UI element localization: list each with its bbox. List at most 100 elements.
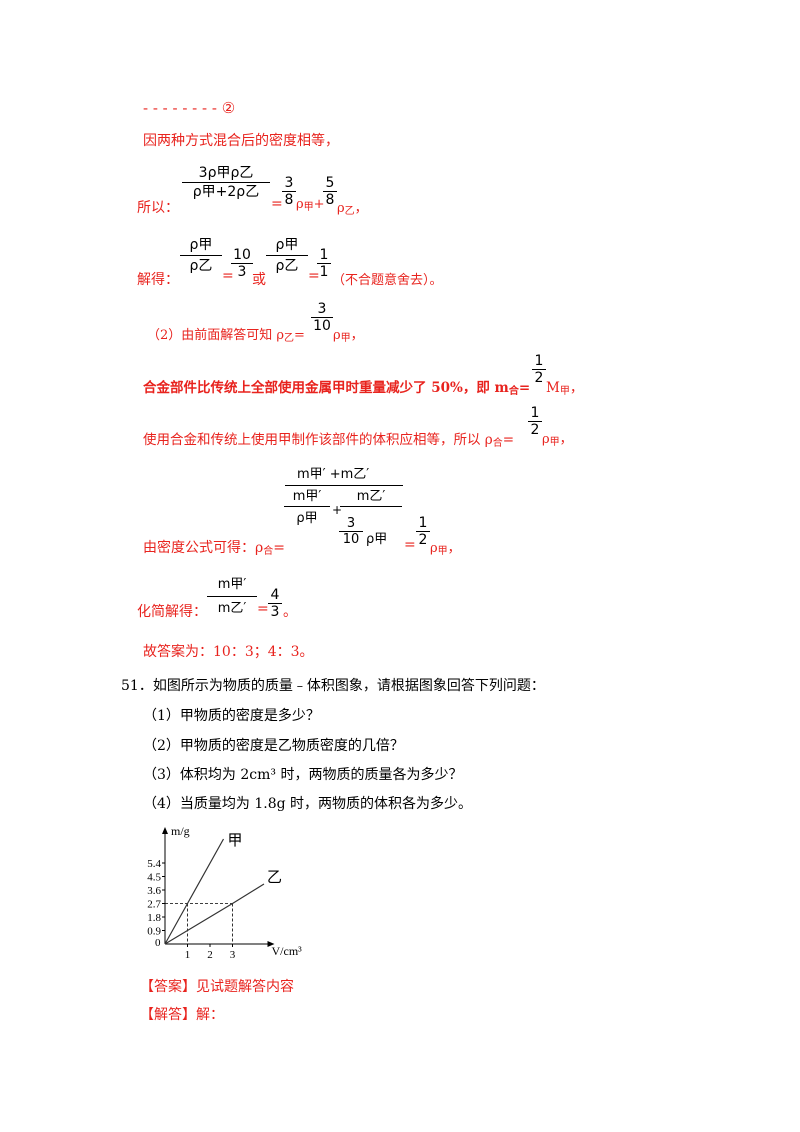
comma: ， bbox=[354, 201, 368, 216]
analysis-line: 【解答】解： bbox=[140, 1004, 224, 1024]
fraction-numerator: 1 bbox=[319, 247, 329, 263]
answer-text: 见试题解答内容 bbox=[196, 979, 294, 995]
fraction-denominator: 3 bbox=[270, 604, 280, 620]
fraction-numerator: 1 bbox=[534, 353, 544, 369]
fraction-numerator: m甲′ bbox=[217, 577, 247, 592]
fraction-denominator: ρ甲 bbox=[296, 511, 318, 526]
fraction-denominator: ρ乙 bbox=[189, 258, 213, 274]
equals-sign: = bbox=[308, 268, 320, 284]
fraction-denominator: m乙′ bbox=[217, 601, 247, 616]
fraction-numerator: 3 bbox=[284, 175, 294, 191]
fraction-five-eighths: 5 8 bbox=[323, 176, 337, 207]
rho-subscript: 合 bbox=[492, 438, 503, 449]
rho-subscript: 甲 bbox=[340, 333, 351, 344]
series-jia-line bbox=[164, 838, 225, 945]
rho-subscript: 甲 bbox=[437, 546, 448, 557]
rejected-note: （不合题意舍去）。 bbox=[332, 273, 443, 288]
alloy-sentence: 合金部件比传统上全部使用金属甲时重量减少了 50%，即 m bbox=[143, 380, 509, 396]
series-yi-label: 乙 bbox=[267, 870, 282, 886]
rho-jia-term: ρ甲+ bbox=[296, 197, 325, 213]
fraction-numerator: 10 bbox=[233, 247, 251, 263]
equation-marker: - - - - - - - - ② bbox=[143, 99, 236, 117]
series-jia-label: 甲 bbox=[228, 833, 243, 849]
question-stem: 51．如图所示为物质的质量﹣体积图象，请根据图象回答下列问题： bbox=[121, 678, 545, 694]
fraction-denominator: 10 bbox=[313, 318, 331, 334]
rho-subscript: 合 bbox=[263, 546, 274, 557]
rho-jia-symbol: ρ甲 bbox=[366, 532, 388, 547]
mass-volume-chart: m/g V/cm³ 00.9 1.82.7 3.64.5 5.4 1 2 3 甲乙 bbox=[147, 824, 303, 961]
x-axis-label: V/cm³ bbox=[272, 944, 303, 958]
fraction-numerator: m乙′ bbox=[356, 489, 386, 504]
mass-ratio-fraction: m甲′ m乙′ bbox=[207, 578, 257, 615]
rho-subscript: 乙 bbox=[284, 333, 295, 344]
fraction-denominator: 2 bbox=[418, 532, 428, 548]
part2-prefix: （2）由前面解答可知 ρ乙= bbox=[147, 324, 305, 344]
three-tenths-fraction: 3 10 bbox=[339, 517, 363, 546]
ratio-left-fraction-2: ρ甲 ρ乙 bbox=[266, 238, 308, 273]
y-tick-label: 0.9 bbox=[147, 926, 161, 938]
formula-label-text: 由密度公式可得：ρ bbox=[143, 540, 264, 556]
ratio-ten-thirds: 10 3 bbox=[231, 248, 253, 279]
fraction-three-eighths: 3 8 bbox=[282, 176, 296, 207]
rho-subscript: 甲 bbox=[549, 437, 560, 448]
y-tick-label: 5.4 bbox=[147, 858, 161, 870]
answer-line: 【答案】见试题解答内容 bbox=[140, 976, 294, 996]
solve-label: 解得： bbox=[137, 272, 179, 288]
question-item-4: （4）当质量均为 1.8g 时，两物质的体积各为多少。 bbox=[143, 796, 473, 812]
fraction-numerator: 3 bbox=[317, 301, 327, 317]
fraction-numerator: ρ甲 bbox=[189, 237, 213, 253]
mass-subscript: 合 bbox=[508, 386, 519, 397]
main-fraction-bar bbox=[285, 485, 403, 486]
question-item-1: （1）甲物质的密度是多少？ bbox=[143, 708, 320, 724]
fraction-numerator: 4 bbox=[270, 587, 280, 603]
fraction-denominator: 1 bbox=[319, 264, 329, 280]
analysis-text: 解： bbox=[196, 1007, 224, 1023]
fraction-one-half: 1 2 bbox=[532, 354, 546, 385]
rho-symbol: ρ bbox=[430, 541, 438, 556]
equals-sign: = bbox=[271, 196, 283, 212]
y-tick-label: 2.7 bbox=[147, 899, 161, 911]
total-mass-numerator: m甲′ +m乙′ bbox=[297, 467, 370, 482]
comma: ， bbox=[350, 328, 364, 343]
mass-subscript: 甲 bbox=[559, 386, 570, 397]
question-item-2: （2）甲物质的密度是乙物质密度的几倍？ bbox=[143, 738, 404, 754]
equals-sign: = bbox=[502, 432, 515, 448]
volume-sentence: 使用合金和传统上使用甲制作该部件的体积应相等，所以 ρ bbox=[143, 432, 493, 448]
same-density-line: 因两种方式混合后的密度相等， bbox=[143, 133, 339, 149]
y-tick-label: 3.6 bbox=[147, 885, 161, 897]
rho-jia-term: ρ甲， bbox=[333, 324, 364, 344]
answer-label: 【答案】 bbox=[140, 979, 196, 995]
rho-subscript: 甲 bbox=[303, 202, 314, 213]
rho-symbol: ρ bbox=[542, 432, 550, 447]
equals-sign: = bbox=[518, 380, 531, 396]
equals-sign: = bbox=[404, 537, 416, 553]
fraction-numerator: 1 bbox=[418, 515, 428, 531]
y-axis-label: m/g bbox=[171, 824, 190, 838]
fraction-denominator: 8 bbox=[325, 192, 335, 208]
y-axis-arrow bbox=[162, 827, 168, 834]
comma: ， bbox=[447, 541, 461, 556]
alloy-text: 合金部件比传统上全部使用金属甲时重量减少了 50%，即 m合= bbox=[143, 376, 530, 397]
fraction-numerator: ρ甲 bbox=[275, 237, 299, 253]
question-item-3: （3）体积均为 2cm³ 时，两物质的质量各为多少？ bbox=[143, 767, 463, 783]
plus-sign: + bbox=[313, 197, 325, 212]
or-word: 或 bbox=[252, 272, 266, 288]
so-label: 所以： bbox=[137, 200, 179, 216]
fraction-numerator: 5 bbox=[325, 175, 335, 191]
fraction-numerator: 3ρ甲ρ乙 bbox=[198, 165, 254, 181]
mass-jia-term: M甲， bbox=[546, 376, 583, 397]
fraction-one-half: 1 2 bbox=[528, 406, 542, 437]
analysis-label: 【解答】 bbox=[140, 1007, 196, 1023]
rho-subscript: 乙 bbox=[344, 206, 355, 217]
simplify-label: 化简解得： bbox=[137, 604, 207, 620]
fraction-numerator: 3 bbox=[346, 516, 356, 531]
origin-label: 0 bbox=[155, 937, 161, 949]
period: 。 bbox=[283, 604, 297, 620]
comma: ， bbox=[559, 432, 573, 447]
x-axis-arrow bbox=[267, 941, 275, 947]
rho-symbol: ρ bbox=[333, 328, 341, 343]
ratio-one: 1 1 bbox=[317, 248, 331, 279]
fraction-three-tenths: 3 10 bbox=[311, 302, 333, 333]
part2-text: （2）由前面解答可知 ρ bbox=[147, 328, 285, 343]
rho-jia-term: ρ甲， bbox=[542, 428, 573, 448]
